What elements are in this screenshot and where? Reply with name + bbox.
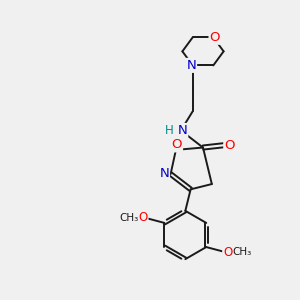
Text: O: O bbox=[138, 211, 148, 224]
Text: N: N bbox=[186, 59, 196, 72]
Text: O: O bbox=[209, 31, 220, 44]
Text: O: O bbox=[223, 246, 232, 259]
Text: O: O bbox=[172, 138, 182, 152]
Text: CH₃: CH₃ bbox=[232, 248, 251, 257]
Text: N: N bbox=[159, 167, 169, 180]
Text: N: N bbox=[178, 124, 187, 137]
Text: H: H bbox=[165, 124, 174, 137]
Text: CH₃: CH₃ bbox=[119, 213, 139, 223]
Text: O: O bbox=[224, 139, 235, 152]
